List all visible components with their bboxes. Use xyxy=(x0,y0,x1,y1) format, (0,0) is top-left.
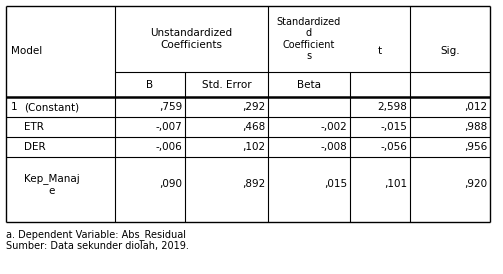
Text: 1: 1 xyxy=(11,102,18,112)
Text: ,292: ,292 xyxy=(242,102,265,112)
Text: DER: DER xyxy=(24,142,46,152)
Text: ETR: ETR xyxy=(24,122,44,132)
Text: Beta: Beta xyxy=(297,79,321,90)
Text: -,006: -,006 xyxy=(155,142,182,152)
Text: ,012: ,012 xyxy=(464,102,487,112)
Text: Standardized
d
Coefficient
s: Standardized d Coefficient s xyxy=(277,17,341,61)
Text: Kep_Manaj
e: Kep_Manaj e xyxy=(24,173,80,196)
Text: ,102: ,102 xyxy=(242,142,265,152)
Text: ,468: ,468 xyxy=(242,122,265,132)
Text: Sig.: Sig. xyxy=(440,47,460,56)
Text: Model: Model xyxy=(11,47,42,56)
Text: -,007: -,007 xyxy=(155,122,182,132)
Text: -,008: -,008 xyxy=(320,142,347,152)
Text: B: B xyxy=(146,79,153,90)
Text: (Constant): (Constant) xyxy=(24,102,79,112)
Text: ,892: ,892 xyxy=(242,179,265,190)
Text: ,101: ,101 xyxy=(384,179,407,190)
Text: ,015: ,015 xyxy=(324,179,347,190)
Text: a. Dependent Variable: Abs_Residual: a. Dependent Variable: Abs_Residual xyxy=(6,229,186,240)
Text: Unstandardized
Coefficients: Unstandardized Coefficients xyxy=(150,28,232,50)
Text: ,988: ,988 xyxy=(464,122,487,132)
Text: ,090: ,090 xyxy=(159,179,182,190)
Text: -,002: -,002 xyxy=(320,122,347,132)
Text: -,056: -,056 xyxy=(380,142,407,152)
Text: ,759: ,759 xyxy=(159,102,182,112)
Text: Sumber: Data sekunder diolah, 2019.: Sumber: Data sekunder diolah, 2019. xyxy=(6,241,189,251)
Text: -,015: -,015 xyxy=(380,122,407,132)
Text: t: t xyxy=(378,47,382,56)
Text: ,956: ,956 xyxy=(464,142,487,152)
Text: Std. Error: Std. Error xyxy=(202,79,252,90)
Text: ,920: ,920 xyxy=(464,179,487,190)
Text: 2,598: 2,598 xyxy=(377,102,407,112)
